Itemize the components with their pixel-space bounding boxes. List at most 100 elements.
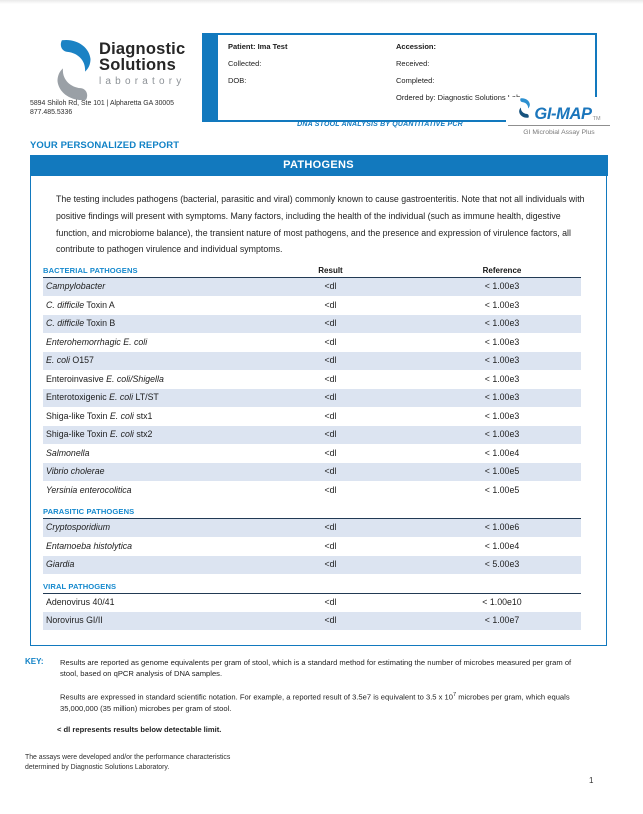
pathogen-name: Norovirus GI/II [46, 615, 103, 626]
result-value: <dl [324, 281, 337, 292]
gimap-tagline: GI Microbial Assay Plus [523, 129, 595, 136]
pathogen-name: E. coli O157 [46, 355, 94, 366]
patient-name-field: Patient: Ima Test [228, 42, 288, 51]
received-field: Received: [396, 59, 430, 68]
pathogen-name: Giardia [46, 559, 75, 570]
pathogen-name: C. difficile Toxin A [46, 299, 115, 310]
result-value: <dl [324, 392, 337, 403]
intro-paragraph: The testing includes pathogens (bacteria… [56, 194, 585, 255]
result-value: <dl [324, 540, 337, 551]
detectable-limit-note: < dl represents results below detectable… [57, 725, 222, 735]
reference-value: < 1.00e3 [484, 392, 520, 403]
pathogens-panel: PATHOGENS The testing includes pathogens… [29, 155, 608, 646]
table-row: Shiga-like Toxin E. coli stx1 <dl < 1.00e3 [43, 408, 581, 427]
table-row: C. difficile Toxin B <dl < 1.00e3 [43, 315, 581, 334]
result-value: <dl [324, 596, 337, 607]
lab-address: 5894 Shiloh Rd, Ste 101 | Alpharetta GA … [30, 99, 174, 117]
result-value: <dl [324, 447, 337, 458]
result-value: <dl [324, 484, 337, 495]
key-paragraph-2-tail: microbes per gram, which equals 35,000,0… [60, 692, 570, 713]
completed-field: Completed: [396, 76, 435, 85]
result-value: <dl [324, 559, 337, 570]
column-header-result: Result [318, 266, 343, 276]
company-logo: Diagnostic Solutions laboratory [99, 41, 185, 87]
pathogens-table: BACTERIAL PATHOGENS Result Reference Cam… [43, 266, 581, 631]
gimap-wordmark: GI-MAP [534, 105, 592, 123]
reference-value: < 1.00e3 [484, 336, 520, 347]
reference-value: < 1.00e6 [484, 522, 520, 533]
pathogen-name: Enterohemorrhagic E. coli [46, 336, 148, 347]
table-row: Yersinia enterocolitica <dl < 1.00e5 [43, 482, 581, 501]
table-row: Norovirus GI/II <dl < 1.00e7 [43, 612, 581, 631]
key-section: KEY: Results are reported as genome equi… [25, 657, 611, 736]
reference-value: < 1.00e4 [484, 540, 520, 551]
gimap-divider [508, 125, 610, 126]
pathogens-banner: PATHOGENS [29, 155, 608, 176]
pathogen-name: Vibrio cholerae [46, 466, 105, 477]
diagnostic-solutions-swirl-icon [52, 39, 96, 106]
table-row: Shiga-like Toxin E. coli stx2 <dl < 1.00e3 [43, 426, 581, 445]
table-row: E. coli O157 <dl < 1.00e3 [43, 352, 581, 371]
ordered-by-field: Ordered by: Diagnostic Solutions Lab [396, 93, 521, 102]
page-title: YOUR PERSONALIZED REPORT [30, 140, 180, 151]
exponent-superscript: 7 [452, 691, 457, 698]
pathogen-name: Enteroinvasive E. coli/Shigella [46, 373, 164, 384]
logo-word-laboratory: laboratory [99, 76, 186, 87]
pathogen-name: C. difficile Toxin B [46, 318, 116, 329]
section-label-bacterial: BACTERIAL PATHOGENS [43, 266, 138, 276]
reference-value: < 1.00e7 [484, 615, 520, 626]
column-header-reference: Reference [482, 266, 522, 276]
table-row: Entamoeba histolytica <dl < 1.00e4 [43, 538, 581, 557]
key-paragraph-1: Results are reported as genome equivalen… [60, 658, 572, 679]
key-label: KEY: [25, 657, 44, 666]
section-label-parasitic: PARASITIC PATHOGENS [43, 507, 135, 517]
gimap-logo: GI-MAP TM GI Microbial Assay Plus [506, 97, 612, 136]
table-row: Campylobacter <dl < 1.00e3 [43, 278, 581, 297]
result-value: <dl [324, 522, 337, 533]
result-value: <dl [324, 615, 337, 626]
table-row: Cryptosporidium <dl < 1.00e6 [43, 519, 581, 538]
reference-value: < 1.00e3 [484, 281, 520, 292]
reference-value: < 1.00e10 [482, 596, 522, 607]
reference-value: < 1.00e3 [484, 355, 520, 366]
result-value: <dl [324, 373, 337, 384]
result-value: <dl [324, 466, 337, 477]
accession-field: Accession: [396, 42, 437, 51]
reference-value: < 1.00e3 [484, 318, 520, 329]
report-subtitle: DNA STOOL ANALYSIS BY QUANTITATIVE PCR [297, 121, 463, 128]
table-row: Giardia <dl < 5.00e3 [43, 556, 581, 575]
table-row: C. difficile Toxin A <dl < 1.00e3 [43, 297, 581, 316]
result-value: <dl [324, 410, 337, 421]
table-row: Adenovirus 40/41 <dl < 1.00e10 [43, 594, 581, 613]
reference-value: < 5.00e3 [484, 559, 520, 570]
result-value: <dl [324, 318, 337, 329]
pathogen-name: Shiga-like Toxin E. coli stx1 [46, 410, 153, 421]
table-row: Salmonella <dl < 1.00e4 [43, 445, 581, 464]
table-row: Enterohemorrhagic E. coli <dl < 1.00e3 [43, 334, 581, 353]
phone-number: 877.485.5336 [30, 109, 73, 116]
section-parasitic: PARASITIC PATHOGENS Cryptosporidium <dl < … [43, 507, 581, 575]
section-bacterial: BACTERIAL PATHOGENS Result Reference Cam… [43, 266, 581, 501]
logo-word-solutions: Solutions [99, 56, 176, 74]
table-row: Enteroinvasive E. coli/Shigella <dl < 1.00… [43, 371, 581, 390]
reference-value: < 1.00e3 [484, 429, 520, 440]
gimap-trademark: TM [592, 116, 601, 122]
disclaimer-line-2: determined by Diagnostic Solutions Labor… [25, 763, 170, 771]
result-value: <dl [324, 429, 337, 440]
pathogen-name: Entamoeba histolytica [46, 540, 133, 551]
reference-value: < 1.00e3 [484, 299, 520, 310]
reference-value: < 1.00e3 [484, 410, 520, 421]
section-viral: VIRAL PATHOGENS Adenovirus 40/41 <dl < 1.0… [43, 582, 581, 631]
logo-word-diagnostic: Diagnostic [99, 40, 186, 58]
collected-field: Collected: [228, 59, 262, 68]
pathogen-name: Cryptosporidium [46, 522, 111, 533]
disclaimer-line-1: The assays were developed and/or the per… [25, 754, 231, 761]
page-number: 1 [589, 776, 594, 785]
reference-value: < 1.00e4 [484, 447, 520, 458]
patient-info-box: Patient: Ima Test Collected: DOB: Access… [202, 33, 597, 122]
assay-disclaimer: The assays were developed and/or the per… [25, 753, 230, 773]
key-paragraph-2: Results are expressed in standard scient… [60, 690, 588, 714]
pathogen-name: Shiga-like Toxin E. coli stx2 [46, 429, 153, 440]
table-row: Vibrio cholerae <dl < 1.00e5 [43, 463, 581, 482]
key-paragraph-2-text: Results are expressed in standard scient… [60, 692, 453, 702]
